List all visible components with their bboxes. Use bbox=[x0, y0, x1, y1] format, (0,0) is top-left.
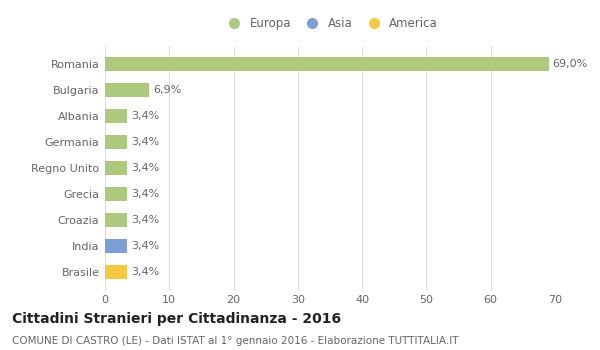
Bar bbox=[105, 57, 548, 71]
Bar bbox=[105, 265, 127, 279]
Bar bbox=[105, 239, 127, 253]
Bar bbox=[105, 83, 149, 97]
Bar bbox=[105, 187, 127, 201]
Text: 6,9%: 6,9% bbox=[153, 85, 181, 95]
Bar bbox=[105, 135, 127, 149]
Text: 3,4%: 3,4% bbox=[131, 189, 159, 199]
Text: 3,4%: 3,4% bbox=[131, 215, 159, 225]
Text: 3,4%: 3,4% bbox=[131, 267, 159, 277]
Text: 3,4%: 3,4% bbox=[131, 241, 159, 251]
Text: 3,4%: 3,4% bbox=[131, 137, 159, 147]
Legend: Europa, Asia, America: Europa, Asia, America bbox=[218, 12, 442, 35]
Text: 69,0%: 69,0% bbox=[553, 59, 587, 69]
Bar bbox=[105, 161, 127, 175]
Text: 3,4%: 3,4% bbox=[131, 163, 159, 173]
Text: Cittadini Stranieri per Cittadinanza - 2016: Cittadini Stranieri per Cittadinanza - 2… bbox=[12, 312, 341, 326]
Text: 3,4%: 3,4% bbox=[131, 111, 159, 121]
Bar bbox=[105, 109, 127, 123]
Text: COMUNE DI CASTRO (LE) - Dati ISTAT al 1° gennaio 2016 - Elaborazione TUTTITALIA.: COMUNE DI CASTRO (LE) - Dati ISTAT al 1°… bbox=[12, 336, 458, 346]
Bar bbox=[105, 213, 127, 227]
